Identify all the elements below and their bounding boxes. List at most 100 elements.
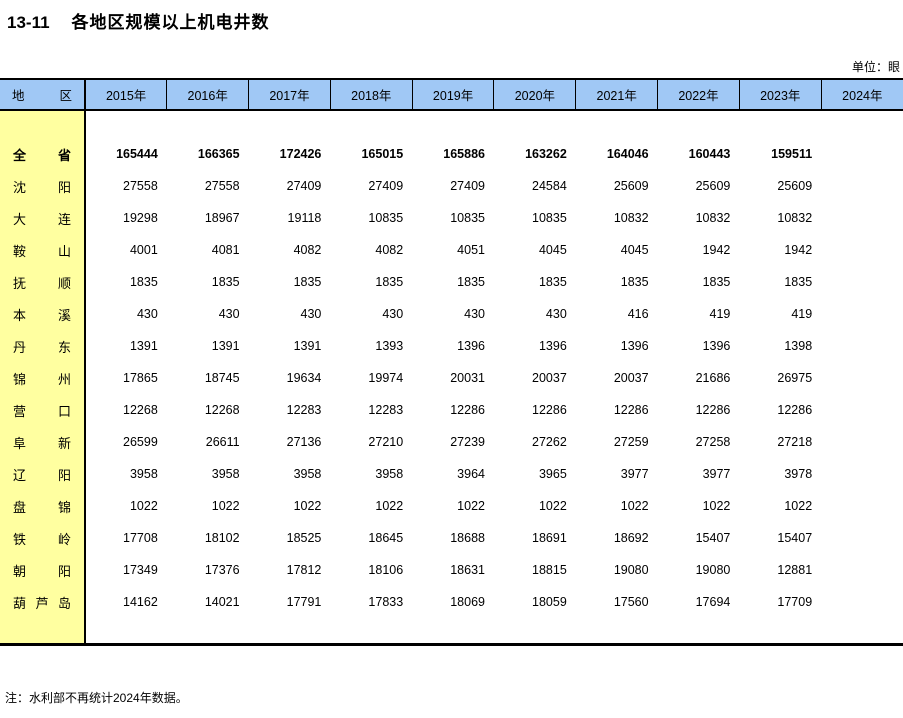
value-cell: 166365 bbox=[197, 147, 240, 161]
value-cell: 27210 bbox=[368, 435, 404, 449]
value-cell: 17791 bbox=[286, 595, 322, 609]
value-cell: 1835 bbox=[211, 275, 240, 289]
value-cell: 10832 bbox=[777, 211, 813, 225]
value-cell: 1835 bbox=[129, 275, 158, 289]
value-cell: 1398 bbox=[784, 339, 813, 353]
value-cell: 3958 bbox=[375, 467, 404, 481]
value-cell: 27558 bbox=[123, 179, 158, 193]
region-cell: 抚顺 bbox=[0, 266, 86, 298]
value-cell: 1835 bbox=[702, 275, 731, 289]
value-cell: 27136 bbox=[286, 435, 322, 449]
value-cell: 27218 bbox=[777, 435, 813, 449]
value-cell: 26975 bbox=[777, 371, 813, 385]
value-cell: 1396 bbox=[702, 339, 731, 353]
value-cell: 19080 bbox=[695, 563, 731, 577]
value-cell: 27259 bbox=[613, 435, 649, 449]
value-cell: 24584 bbox=[532, 179, 567, 193]
table-title-text: 各地区规模以上机电井数 bbox=[71, 13, 270, 32]
value-cell: 1835 bbox=[784, 275, 813, 289]
value-cell: 15407 bbox=[777, 531, 813, 545]
value-cell: 25609 bbox=[777, 179, 813, 193]
region-cell: 营口 bbox=[0, 394, 86, 426]
value-cell bbox=[330, 110, 412, 138]
value-cell bbox=[249, 110, 331, 138]
value-cell: 18645 bbox=[368, 531, 404, 545]
region-cell bbox=[0, 618, 86, 644]
value-cell: 18967 bbox=[204, 211, 240, 225]
value-cell: 416 bbox=[627, 307, 649, 321]
value-cell: 17349 bbox=[123, 563, 158, 577]
value-cell: 3977 bbox=[620, 467, 649, 481]
region-cell: 葫芦岛 bbox=[0, 586, 86, 618]
table-body: 全省 165444 166365 172426 165015 165886 163262 16… bbox=[0, 110, 903, 644]
year-header: 2022年 bbox=[657, 79, 740, 111]
value-cell: 26599 bbox=[123, 435, 158, 449]
value-cell: 165444 bbox=[116, 147, 158, 161]
value-cell: 1835 bbox=[620, 275, 649, 289]
value-cell: 15407 bbox=[695, 531, 731, 545]
value-cell: 12286 bbox=[695, 403, 731, 417]
value-cell: 18069 bbox=[450, 595, 485, 609]
region-cell: 锦州 bbox=[0, 362, 86, 394]
value-cell: 19974 bbox=[368, 371, 404, 385]
value-cell bbox=[821, 202, 903, 234]
value-cell: 18815 bbox=[532, 563, 567, 577]
table-row: 沈阳 27558 27558 27409 27409 27409 24584 25609 256… bbox=[0, 170, 903, 202]
value-cell bbox=[249, 618, 331, 644]
year-header: 2023年 bbox=[738, 79, 822, 111]
value-cell: 1942 bbox=[702, 243, 731, 257]
value-cell: 18688 bbox=[450, 531, 485, 545]
value-cell bbox=[412, 110, 494, 138]
value-cell: 4082 bbox=[293, 243, 322, 257]
region-cell: 铁岭 bbox=[0, 522, 86, 554]
value-cell: 165886 bbox=[443, 147, 485, 161]
value-cell bbox=[821, 522, 903, 554]
value-cell: 27262 bbox=[532, 435, 567, 449]
value-cell: 17833 bbox=[368, 595, 404, 609]
spacer-row bbox=[0, 618, 903, 644]
value-cell: 18745 bbox=[204, 371, 240, 385]
year-header: 2017年 bbox=[248, 79, 331, 111]
value-cell bbox=[821, 138, 903, 170]
value-cell: 1396 bbox=[538, 339, 567, 353]
table-row: 本溪 430 430 430 430 430 430 416 419 419 bbox=[0, 298, 903, 330]
value-cell: 27409 bbox=[286, 179, 322, 193]
value-cell bbox=[739, 618, 821, 644]
value-cell: 12881 bbox=[777, 563, 813, 577]
value-cell: 3965 bbox=[538, 467, 567, 481]
value-cell: 12286 bbox=[613, 403, 649, 417]
value-cell: 1396 bbox=[457, 339, 485, 353]
value-cell: 1022 bbox=[620, 499, 649, 513]
value-cell bbox=[821, 458, 903, 490]
value-cell: 26611 bbox=[205, 435, 240, 449]
region-cell: 本溪 bbox=[0, 298, 86, 330]
value-cell: 1835 bbox=[457, 275, 485, 289]
value-cell: 27409 bbox=[450, 179, 485, 193]
table-row: 鞍山 4001 4081 4082 4082 4051 4045 4045 1942 1942 bbox=[0, 234, 903, 266]
value-cell: 1022 bbox=[293, 499, 322, 513]
year-header: 2020年 bbox=[493, 79, 576, 111]
value-cell: 25609 bbox=[695, 179, 731, 193]
value-cell: 10835 bbox=[368, 211, 404, 225]
table-row: 阜新 26599 26611 27136 27210 27239 27262 27259 272… bbox=[0, 426, 903, 458]
region-cell: 朝阳 bbox=[0, 554, 86, 586]
value-cell: 430 bbox=[218, 307, 240, 321]
value-cell: 10835 bbox=[532, 211, 567, 225]
unit-label: 单位：眼 bbox=[851, 60, 900, 74]
value-cell: 12283 bbox=[286, 403, 322, 417]
region-column-header: 地区 bbox=[0, 79, 86, 111]
year-header: 2019年 bbox=[411, 79, 494, 111]
value-cell: 1022 bbox=[702, 499, 731, 513]
table-row: 铁岭 17708 18102 18525 18645 18688 18691 18692 154… bbox=[0, 522, 903, 554]
value-cell: 18102 bbox=[204, 531, 240, 545]
value-cell: 159511 bbox=[771, 147, 813, 161]
value-cell: 12283 bbox=[368, 403, 404, 417]
region-cell: 辽阳 bbox=[0, 458, 86, 490]
value-cell: 4001 bbox=[129, 243, 158, 257]
value-cell: 19634 bbox=[286, 371, 322, 385]
table-row: 全省 165444 166365 172426 165015 165886 163262 16… bbox=[0, 138, 903, 170]
region-cell: 大连 bbox=[0, 202, 86, 234]
value-cell bbox=[412, 618, 494, 644]
value-cell: 17708 bbox=[123, 531, 158, 545]
